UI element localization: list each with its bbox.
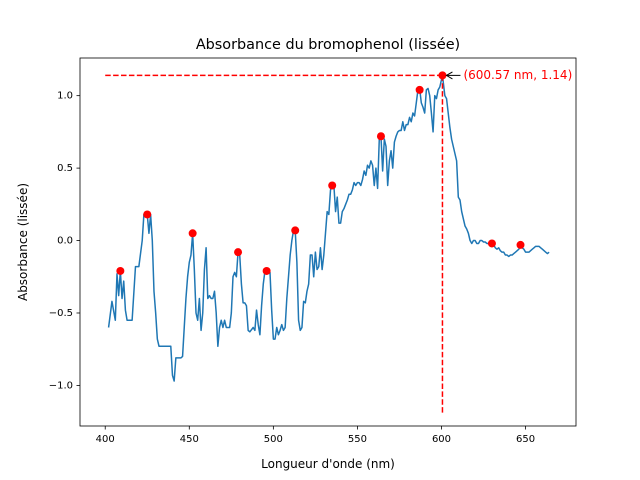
peak-marker — [438, 71, 447, 80]
peak-marker — [291, 226, 300, 235]
x-tick-label: 550 — [348, 434, 367, 445]
x-tick-label: 600 — [432, 434, 451, 445]
y-tick-label: 1.0 — [57, 91, 73, 102]
y-axis-label: Absorbance (lissée) — [16, 183, 30, 301]
axes-ticks: 400 450 500 550 600 650 −1.0 −0.5 0.0 0.5 1.0 — [49, 91, 535, 445]
y-tick-label: −0.5 — [49, 308, 73, 319]
peak-marker — [376, 132, 385, 141]
y-tick-label: −1.0 — [49, 380, 73, 391]
peak-marker — [143, 210, 152, 219]
max-annotation: (600.57 nm, 1.14) — [463, 68, 572, 82]
x-tick-label: 450 — [180, 434, 199, 445]
x-tick-label: 500 — [264, 434, 283, 445]
y-tick-label: 0.0 — [57, 236, 73, 247]
peak-marker — [116, 266, 125, 275]
x-tick-label: 650 — [516, 434, 535, 445]
series-line-0 — [107, 74, 550, 382]
peak-marker — [487, 239, 496, 248]
y-tick-label: 0.5 — [57, 163, 73, 174]
peak-marker — [234, 248, 243, 257]
plot-area: (600.57 nm, 1.14) — [105, 68, 572, 415]
peak-marker — [516, 240, 525, 249]
peak-marker — [415, 85, 424, 94]
peak-marker — [328, 181, 337, 190]
peak-marker — [188, 229, 197, 238]
x-tick-label: 400 — [96, 434, 115, 445]
chart-title: Absorbance du bromophenol (lissée) — [196, 37, 460, 53]
plot-clip-group — [105, 71, 550, 415]
x-axis-label: Longueur d'onde (nm) — [261, 457, 395, 471]
annotation-arrowhead — [445, 71, 453, 80]
axes-frame — [79, 57, 577, 427]
peak-marker — [262, 266, 271, 275]
